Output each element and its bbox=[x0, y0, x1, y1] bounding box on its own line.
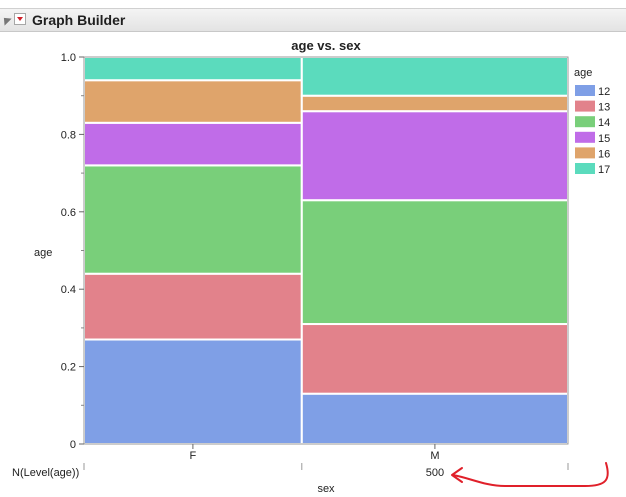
legend-swatch-13[interactable] bbox=[575, 100, 595, 112]
red-triangle-menu-icon[interactable] bbox=[14, 13, 26, 25]
legend-label-12: 12 bbox=[598, 86, 610, 98]
summary-row: 500 bbox=[83, 463, 569, 479]
mosaic-tile-M-16[interactable] bbox=[300, 94, 569, 113]
legend-label-13: 13 bbox=[598, 102, 610, 114]
y-tick-label: 1.0 bbox=[61, 52, 76, 64]
legend-swatch-12[interactable] bbox=[575, 85, 595, 96]
mosaic-tile-F-13[interactable] bbox=[83, 272, 303, 341]
legend-label-17: 17 bbox=[598, 164, 610, 176]
graph-builder-titlebar: Graph Builder bbox=[0, 8, 626, 32]
legend-swatch-17[interactable] bbox=[575, 163, 595, 174]
mosaic-tile-M-12[interactable] bbox=[300, 392, 569, 446]
mosaic-tile-F-14[interactable] bbox=[83, 164, 303, 275]
mosaic-tile-F-17[interactable] bbox=[83, 56, 303, 82]
y-axis: 0 0.2 0.4 0.6 0.8 1.0 bbox=[61, 52, 84, 451]
summary-row-label: N(Level(age)) bbox=[12, 467, 79, 479]
mosaic-tile-M-13[interactable] bbox=[300, 323, 569, 395]
summary-value: 500 bbox=[426, 467, 444, 479]
x-tick-label: F bbox=[190, 450, 197, 462]
mosaic-tile-M-14[interactable] bbox=[300, 199, 569, 326]
mosaic-tile-F-12[interactable] bbox=[83, 338, 303, 446]
mosaic-tile-M-15[interactable] bbox=[300, 110, 569, 202]
mosaic-tile-F-15[interactable] bbox=[83, 121, 303, 167]
y-tick-label: 0 bbox=[70, 439, 76, 451]
legend-swatch-16[interactable] bbox=[575, 147, 595, 159]
y-tick-label: 0.2 bbox=[61, 362, 76, 374]
legend-label-15: 15 bbox=[598, 133, 610, 145]
legend-swatch-15[interactable] bbox=[575, 131, 595, 143]
y-tick-label: 0.4 bbox=[61, 284, 76, 296]
app-title: Graph Builder bbox=[32, 12, 126, 28]
y-tick-label: 0.6 bbox=[61, 207, 76, 219]
legend-label-16: 16 bbox=[598, 148, 610, 160]
x-tick-label: M bbox=[430, 450, 439, 462]
legend: age 12 13 14 15 16 17 bbox=[574, 67, 610, 176]
red-arrowhead-icon bbox=[451, 467, 463, 483]
chart-title: age vs. sex bbox=[291, 38, 361, 53]
y-tick-label: 0.8 bbox=[61, 129, 76, 141]
mosaic-tile-M-17[interactable] bbox=[300, 56, 569, 97]
plot-area bbox=[83, 56, 569, 446]
legend-label-14: 14 bbox=[598, 117, 610, 129]
red-curved-arrow-icon bbox=[452, 462, 609, 487]
legend-swatch-14[interactable] bbox=[575, 116, 595, 128]
legend-title: age bbox=[574, 67, 592, 79]
mosaic-tile-F-16[interactable] bbox=[83, 79, 303, 124]
y-axis-label: age bbox=[34, 247, 52, 259]
x-axis-label: sex bbox=[317, 483, 335, 495]
